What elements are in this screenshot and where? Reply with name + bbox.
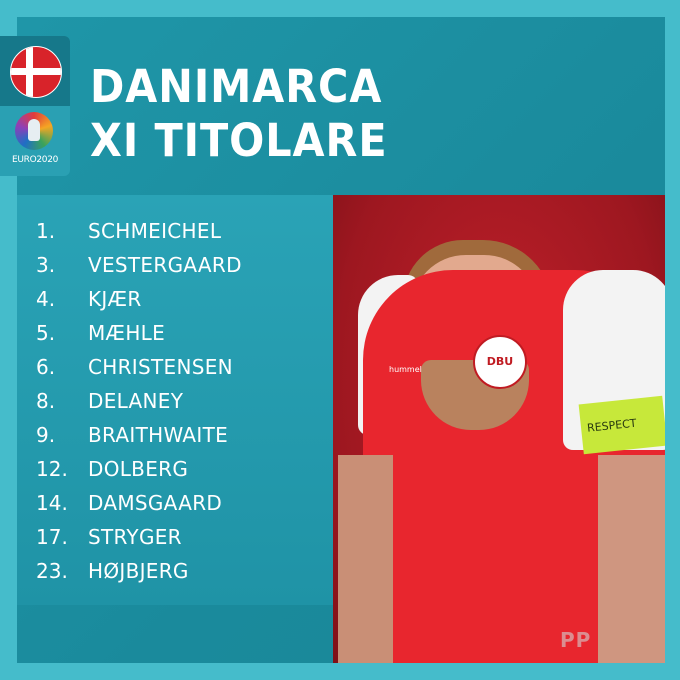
player-row: 17. STRYGER xyxy=(36,522,182,552)
title-line-2: XI TITOLARE xyxy=(90,114,388,167)
player-number: 14. xyxy=(36,491,68,515)
player-photo: RESPECT DBU hummel xyxy=(333,195,665,663)
player-name: SCHMEICHEL xyxy=(88,219,222,243)
player-row: 1. SCHMEICHEL xyxy=(36,216,221,246)
player-row: 6. CHRISTENSEN xyxy=(36,352,233,382)
player-name: BRAITHWAITE xyxy=(88,423,229,447)
player-name: DAMSGAARD xyxy=(88,491,223,515)
player-name: KJÆR xyxy=(88,287,142,311)
dbu-crest: DBU xyxy=(473,335,527,389)
player-number: 5. xyxy=(36,321,56,345)
player-name: DOLBERG xyxy=(88,457,189,481)
euro2020-trophy-icon xyxy=(15,112,53,150)
player-number: 8. xyxy=(36,389,56,413)
player-number: 3. xyxy=(36,253,56,277)
player-row: 12. DOLBERG xyxy=(36,454,188,484)
player-row: 3. VESTERGAARD xyxy=(36,250,242,280)
player-name: STRYGER xyxy=(88,525,182,549)
captain-armband: RESPECT xyxy=(578,395,665,455)
player-row: 4. KJÆR xyxy=(36,284,142,314)
player-row: 14. DAMSGAARD xyxy=(36,488,222,518)
watermark: PP xyxy=(560,628,592,652)
euro2020-logo-text: EURO2020 xyxy=(11,155,59,165)
player-number: 1. xyxy=(36,219,56,243)
player-number: 9. xyxy=(36,423,56,447)
denmark-flag-icon xyxy=(10,46,62,98)
euro-cell: EURO2020 xyxy=(0,106,70,176)
page-title: DANIMARCA XI TITOLARE xyxy=(90,60,388,168)
badge-box: EURO2020 xyxy=(0,36,70,176)
player-number: 23. xyxy=(36,559,68,583)
player-row: 9. BRAITHWAITE xyxy=(36,420,228,450)
flag-cell xyxy=(0,36,70,106)
tattooed-arm-right xyxy=(598,455,665,663)
kit-brand-logo: hummel xyxy=(389,365,422,374)
player-number: 6. xyxy=(36,355,56,379)
player-row: 5. MÆHLE xyxy=(36,318,165,348)
player-number: 12. xyxy=(36,457,68,481)
player-name: VESTERGAARD xyxy=(88,253,242,277)
lineup-panel xyxy=(17,195,333,605)
player-name: MÆHLE xyxy=(88,321,166,345)
player-name: HØJBJERG xyxy=(88,559,189,583)
player-row: 23. HØJBJERG xyxy=(36,556,189,586)
player-name: DELANEY xyxy=(88,389,184,413)
tattooed-arm-left xyxy=(338,455,393,663)
player-number: 17. xyxy=(36,525,68,549)
player-number: 4. xyxy=(36,287,56,311)
player-name: CHRISTENSEN xyxy=(88,355,233,379)
player-row: 8. DELANEY xyxy=(36,386,183,416)
title-line-1: DANIMARCA xyxy=(90,60,383,113)
